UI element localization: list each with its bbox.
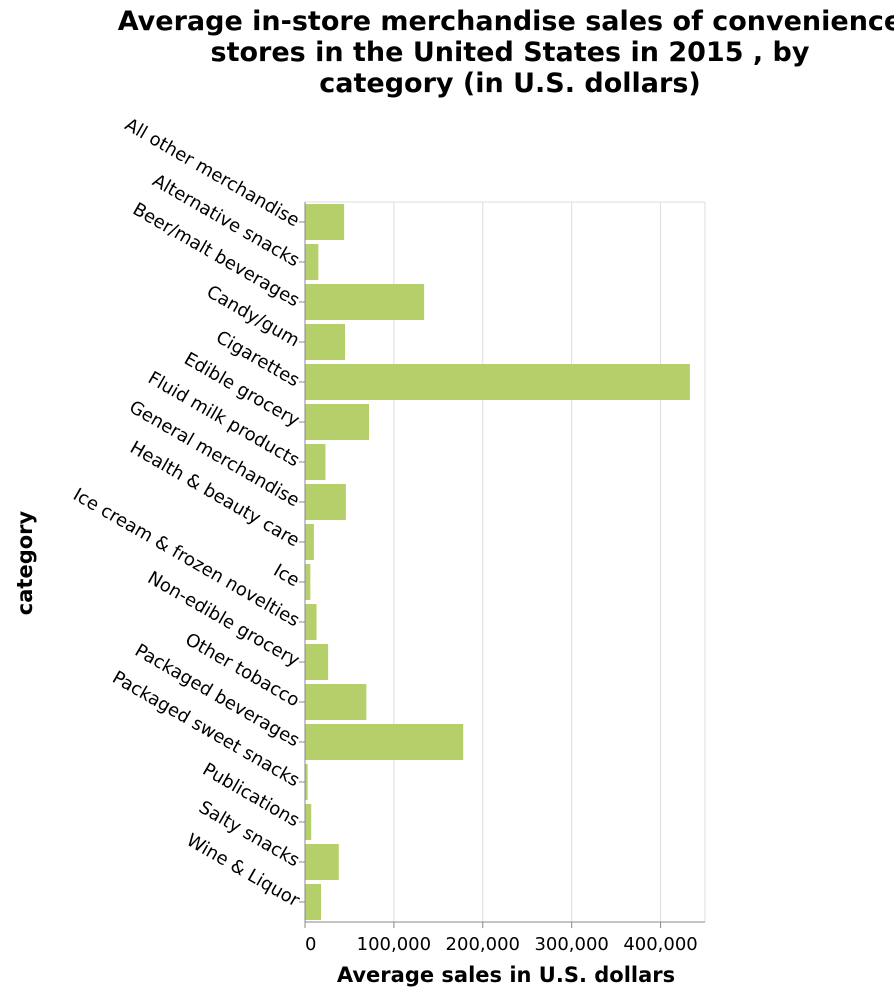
- bar-5: [305, 404, 369, 440]
- bar-10: [305, 604, 317, 640]
- bar-2: [305, 284, 425, 320]
- chart-title-line-1: Average in-store merchandise sales of co…: [118, 6, 894, 37]
- bars: [305, 204, 690, 920]
- bar-12: [305, 684, 367, 720]
- bar-3: [305, 324, 345, 360]
- x-tick-label-4: 400,000: [623, 934, 697, 955]
- chart-title: Average in-store merchandise sales of co…: [118, 6, 894, 99]
- bar-1: [305, 244, 319, 280]
- chart-title-line-3: category (in U.S. dollars): [319, 68, 700, 99]
- bar-7: [305, 484, 346, 520]
- bar-0: [305, 204, 345, 240]
- bar-6: [305, 444, 326, 480]
- bar-17: [305, 884, 321, 920]
- bar-11: [305, 644, 329, 680]
- bar-8: [305, 524, 314, 560]
- y-axis-title: category: [13, 510, 37, 615]
- x-tick-label-0: 0: [305, 934, 316, 955]
- x-tick-label-1: 100,000: [357, 934, 431, 955]
- bar-14: [305, 764, 308, 800]
- chart-title-line-2: stores in the United States in 2015 , by: [211, 37, 810, 68]
- bar-15: [305, 804, 312, 840]
- bar-16: [305, 844, 339, 880]
- axes: [299, 202, 705, 928]
- bar-13: [305, 724, 464, 760]
- x-axis-title: Average sales in U.S. dollars: [337, 963, 675, 987]
- bar-4: [305, 364, 690, 400]
- x-tick-label-3: 300,000: [534, 934, 608, 955]
- x-tick-label-2: 200,000: [446, 934, 520, 955]
- category-label-9: Ice: [270, 560, 303, 591]
- bar-9: [305, 564, 311, 600]
- x-tick-labels: 0 100,000 200,000 300,000 400,000: [305, 934, 698, 955]
